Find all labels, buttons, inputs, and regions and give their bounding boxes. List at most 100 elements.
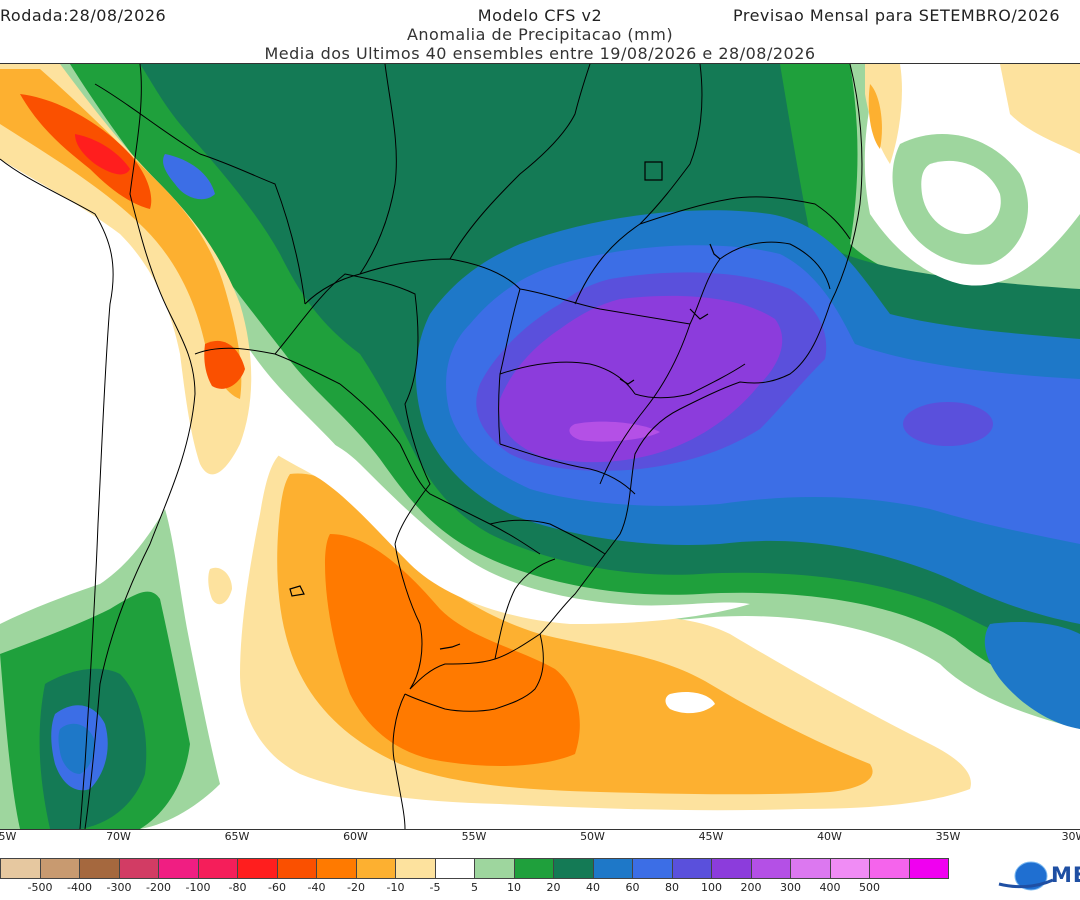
brazil-inner-3 [519,288,691,325]
colorbar-swatch [908,858,949,879]
rio-de-la-plata [392,693,406,829]
longitude-label: 75W [0,830,17,843]
colorbar-label: 10 [507,881,521,894]
colorbar-swatch [237,858,278,879]
model-title: Modelo CFS v2 [477,6,603,25]
anomaly-band-tan-northeast-2 [1000,64,1080,154]
anomaly-band-tan-northeast [865,64,902,164]
anomaly-band-indigo-ocean [903,402,993,446]
longitude-label: 55W [461,830,487,843]
paraguay-border [274,273,431,545]
andes-border [84,64,196,829]
colorbar-label: -5 [429,881,441,894]
colorbar-label: -500 [27,881,53,894]
colorbar-swatch [869,858,910,879]
anomaly-band-white-south [665,692,715,714]
longitude-axis: 75W 70W 65W 60W 55W 50W 45W 40W 35W 30W [0,828,1080,848]
anomaly-band-purple [499,295,783,463]
precipitation-anomaly-map [0,63,1080,830]
lake-marker-5 [439,643,461,650]
anomaly-band-dark-orange-south [325,534,580,766]
uruguay-border [409,633,541,690]
brazil-west [304,64,397,305]
lakes [289,161,721,650]
longitude-label: 35W [935,830,961,843]
colorbar-label: 40 [586,881,600,894]
anomaly-band-blue-ocean [984,622,1080,729]
colorbar-label: -60 [268,881,286,894]
colorbar-label: -300 [106,881,132,894]
colorbar-label: -80 [228,881,247,894]
colorbar-swatch [750,858,791,879]
brazil-inner-10 [499,443,636,495]
anomaly-band-tan-andes [0,64,252,475]
colorbar-label: -200 [146,881,171,894]
logo: ME [995,858,1080,898]
colorbar-swatch [395,858,436,879]
longitude-label: 50W [580,830,605,843]
colorbar-swatch [79,858,120,879]
colorbar-swatch [671,858,712,879]
colorbar-label: 200 [740,881,762,894]
colorbar-swatch [829,858,870,879]
anomaly-band-orange-northeast [868,84,882,149]
argentina-north [339,383,541,555]
forecast-title: Previsao Mensal para SETEMBRO/2026 [732,6,1060,25]
brazil-inner-1 [359,258,521,290]
lake-marker-1 [644,161,663,181]
colorbar-legend: -500 -400 -300 -200 -100 -80 -60 -40 -20 -10 -5 5 10… [0,858,1000,898]
anomaly-band-tan-small [208,567,232,605]
colorbar-swatch [0,858,41,879]
peru-bolivia-border [94,83,306,305]
anomaly-band-white-northeast-2 [921,160,1001,234]
colorbar-label: -10 [386,881,405,894]
longitude-label: 65W [224,830,250,843]
anomaly-band-orange-andes [0,69,242,399]
logo-text: ME [1051,863,1080,887]
colorbar-swatch [39,858,80,879]
anomaly-band-red-andes [75,134,130,175]
colorbar-swatch [513,858,554,879]
anomaly-band-blue-andes [163,154,215,200]
brazil-south-inner [489,519,606,555]
longitude-label: 70W [106,830,131,843]
colorbar-label: 400 [819,881,841,894]
brazil-south-inner-2 [494,558,556,660]
uruguay-coast [404,633,544,712]
colorbar-label: -100 [185,881,211,894]
colorbar-swatch [474,858,515,879]
colorbar-swatch [316,858,357,879]
longitude-label: 60W [343,830,368,843]
brazil-inner-6 [689,241,831,325]
colorbar-label: 5 [471,881,478,894]
colorbar-swatch [553,858,594,879]
lake-marker-4 [619,378,635,385]
colorbar-swatch [790,858,831,879]
colorbar-swatch [592,858,633,879]
colorbar-swatch [197,858,238,879]
lake-marker-3 [689,308,709,320]
brazil-inner-4 [574,64,703,305]
chile-coast [0,158,114,829]
lake-marker-2 [709,243,721,260]
longitude-label: 45W [698,830,724,843]
colorbar-swatch [632,858,673,879]
anomaly-band-white-gap [250,430,750,624]
argentina-border [394,543,423,690]
colorbar-swatch [276,858,317,879]
longitude-label: 30W [1061,830,1080,843]
variable-subtitle: Anomalia de Precipitacao (mm) [406,25,674,44]
colorbar-label: 300 [780,881,801,894]
brazil-inner-7 [599,323,691,485]
brazil-inner-11 [634,363,746,399]
colorbar-label: 60 [625,881,640,894]
colorbar-label: 500 [859,881,880,894]
lake-marker-6 [289,585,305,597]
bolivia-south [194,347,341,385]
globe-icon [998,861,1054,891]
colorbar-swatch [434,858,475,879]
colorbar-label: 20 [546,881,561,894]
colorbar-label: 100 [701,881,722,894]
run-date-label: Rodada:28/08/2026 [0,6,167,25]
brazil-east-coast [539,64,863,635]
